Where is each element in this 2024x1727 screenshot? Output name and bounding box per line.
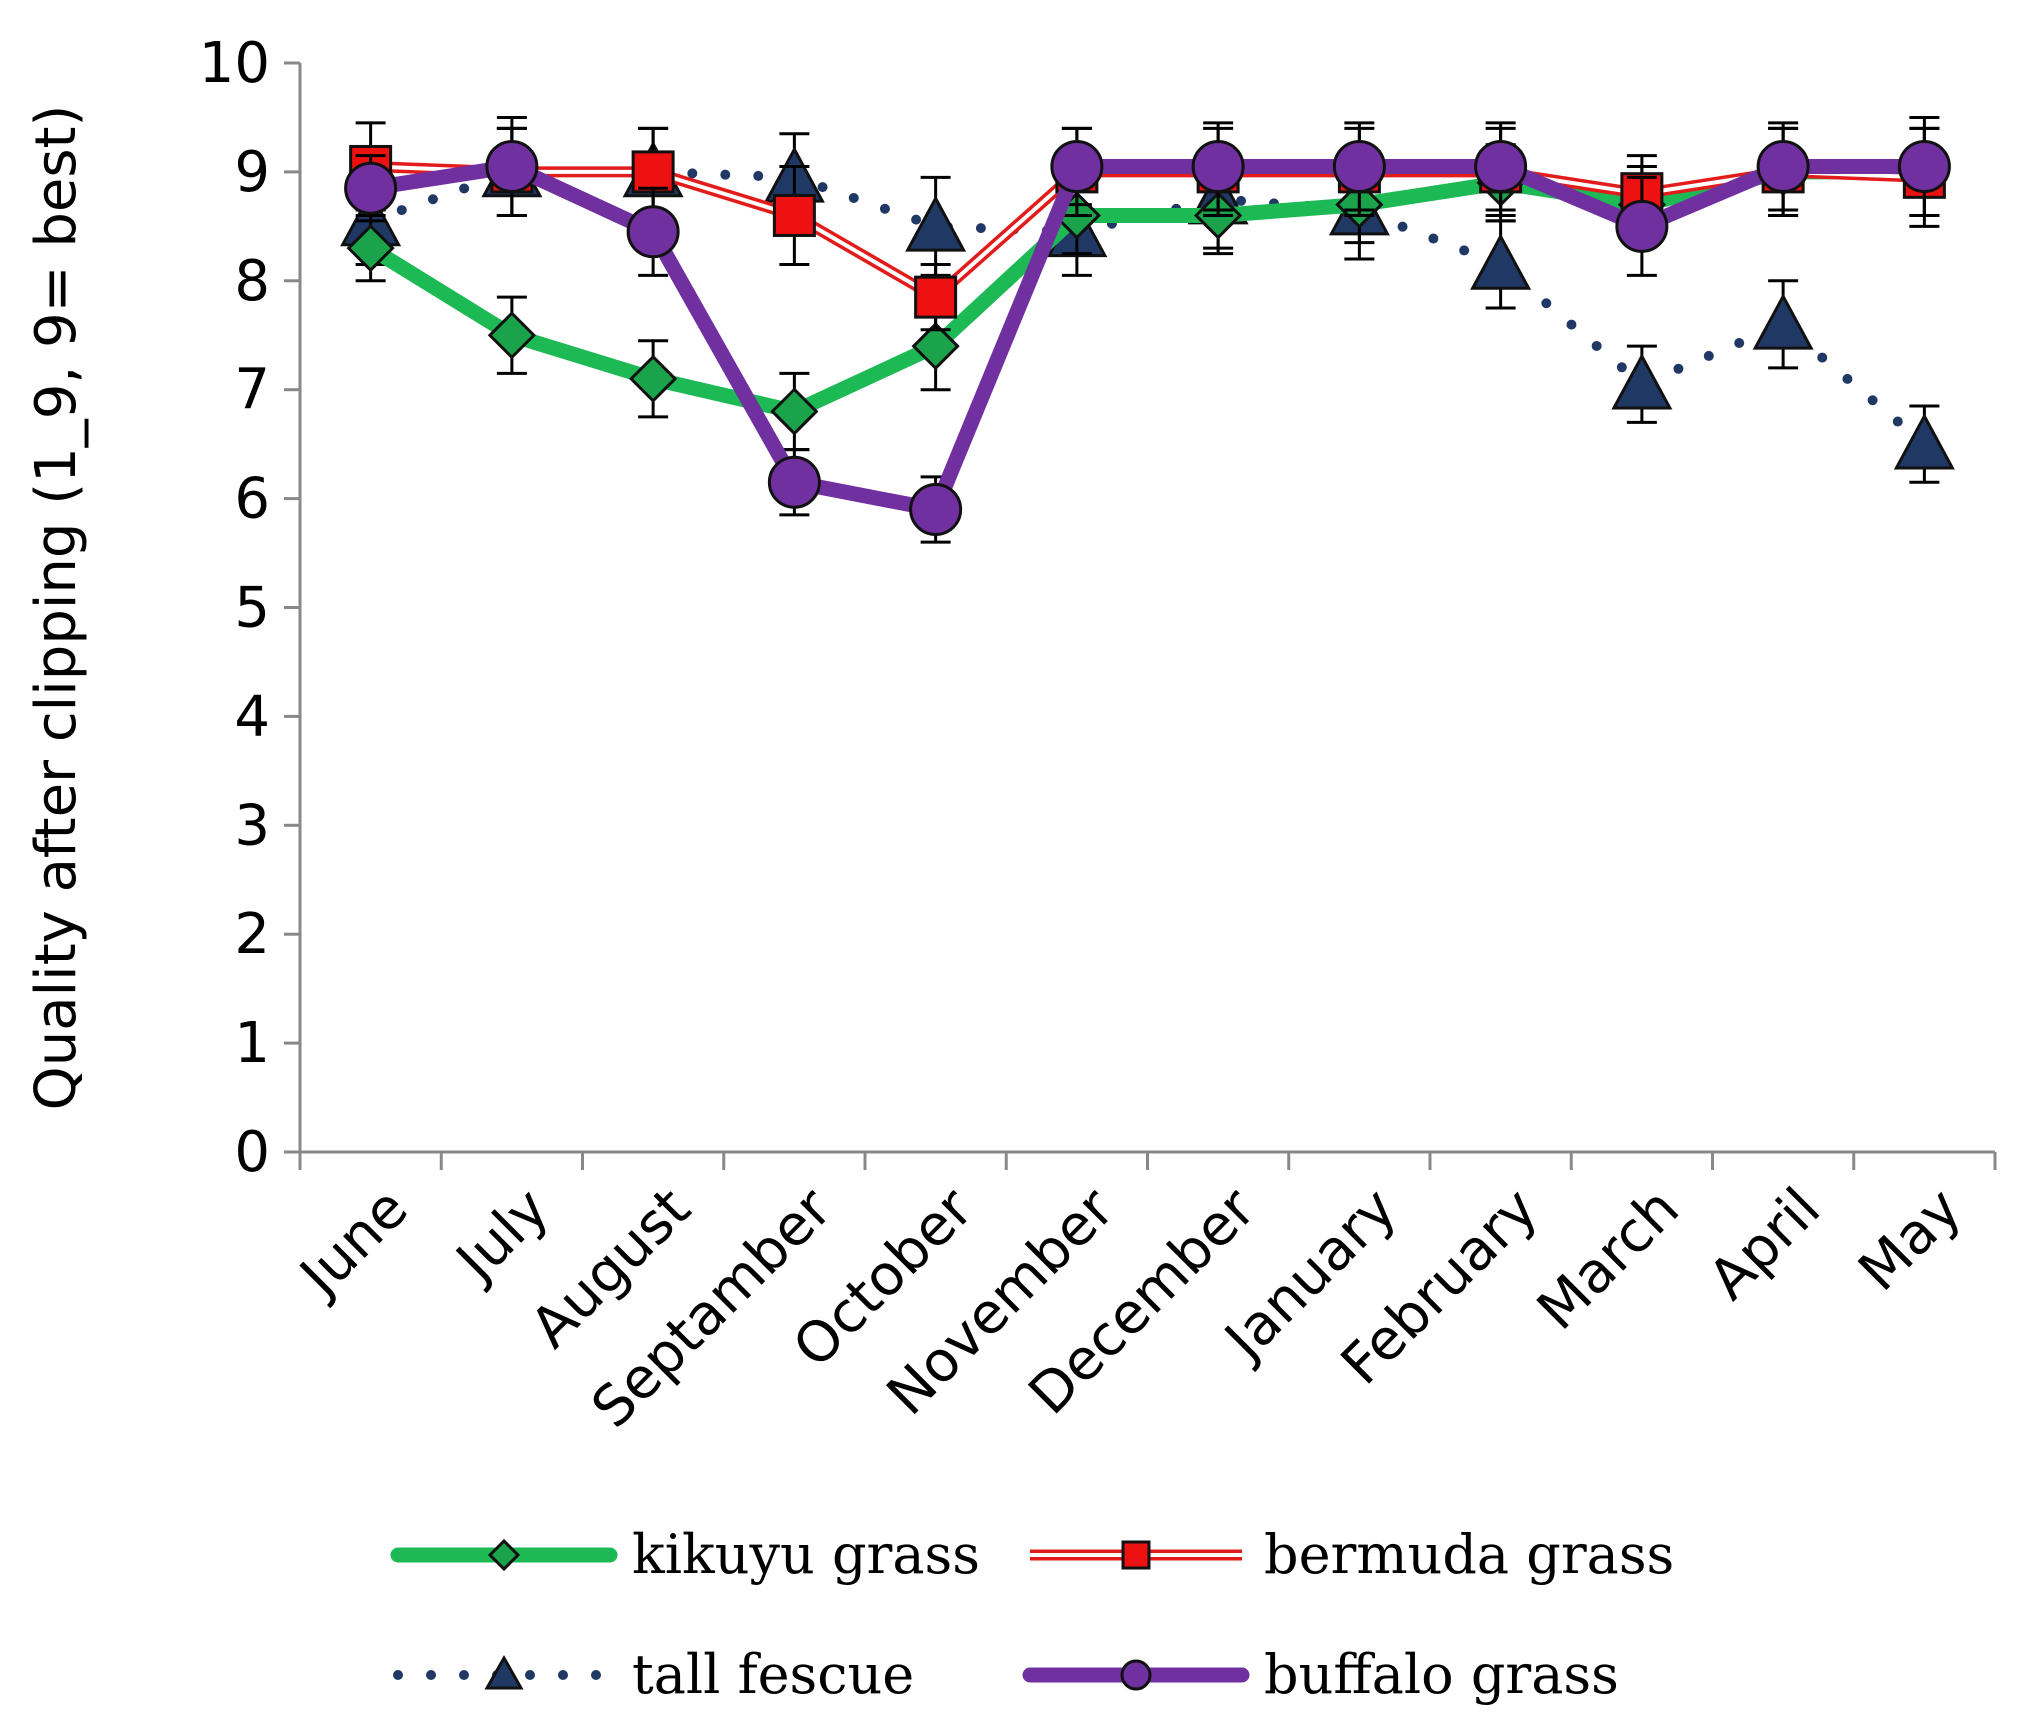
legend-item-buffalo-grass: buffalo grass — [1022, 1643, 1619, 1706]
x-tick-label: July — [442, 1176, 561, 1295]
data-point-buffalo-grass — [909, 482, 963, 536]
data-point-kikuyu-grass — [346, 224, 395, 273]
y-tick-label: 5 — [234, 576, 270, 641]
legend: kikuyu grass bermuda grass tall fescue buff… — [390, 1523, 1674, 1706]
data-point-tall-fescue — [1752, 293, 1814, 350]
data-point-buffalo-grass — [1897, 139, 1951, 193]
x-tick-label: June — [286, 1176, 420, 1310]
series-bermuda-grass — [349, 121, 1946, 332]
series-layer — [340, 115, 1955, 544]
legend-label-kikuyu-grass: kikuyu grass — [632, 1523, 980, 1586]
data-point-buffalo-grass — [1756, 139, 1810, 193]
data-point-bermuda-grass — [631, 150, 675, 194]
legend-label-bermuda-grass: bermuda grass — [1264, 1523, 1674, 1586]
data-point-buffalo-grass — [1615, 199, 1669, 253]
data-point-tall-fescue — [1893, 412, 1955, 470]
data-point-bermuda-grass — [914, 275, 958, 319]
legend-label-tall-fescue: tall fescue — [632, 1643, 914, 1706]
data-point-buffalo-grass — [1332, 139, 1386, 193]
legend-marker-bermuda-grass — [1121, 1540, 1151, 1570]
data-point-buffalo-grass — [767, 455, 821, 509]
data-point-bermuda-grass — [772, 193, 816, 237]
legend-label-buffalo-grass: buffalo grass — [1264, 1643, 1619, 1706]
data-point-buffalo-grass — [485, 139, 539, 193]
data-point-buffalo-grass — [626, 205, 680, 259]
y-axis-title: Quality after clipping (1_9, 9= best) — [24, 105, 89, 1111]
data-point-buffalo-grass — [344, 161, 398, 215]
y-tick-label: 0 — [234, 1120, 270, 1185]
y-tick-label: 8 — [234, 249, 270, 314]
series-line-kikuyu-grass — [363, 164, 1932, 419]
data-point-buffalo-grass — [1191, 139, 1245, 193]
data-point-kikuyu-grass — [770, 387, 819, 436]
series-buffalo-grass — [344, 115, 1951, 544]
legend-item-bermuda-grass: bermuda grass — [1030, 1523, 1674, 1586]
legend-item-kikuyu-grass: kikuyu grass — [390, 1523, 980, 1586]
legend-item-tall-fescue: tall fescue — [393, 1643, 914, 1706]
y-tick-label: 4 — [234, 684, 270, 749]
data-point-buffalo-grass — [1050, 139, 1104, 193]
legend-marker-tall-fescue — [484, 1654, 524, 1690]
data-point-kikuyu-grass — [487, 311, 536, 360]
y-tick-label: 1 — [234, 1011, 270, 1076]
data-point-tall-fescue — [1611, 353, 1673, 410]
y-tick-label: 9 — [234, 140, 270, 205]
x-tick-label: May — [1846, 1176, 1974, 1304]
y-tick-label: 3 — [234, 793, 270, 858]
data-point-kikuyu-grass — [911, 322, 960, 371]
series-line-bermuda-grass-inner — [370, 164, 1925, 300]
y-tick-label: 6 — [234, 467, 270, 532]
legend-marker-buffalo-grass — [1120, 1659, 1152, 1691]
y-tick-label: 2 — [234, 902, 270, 967]
data-point-kikuyu-grass — [629, 354, 678, 403]
data-point-buffalo-grass — [1474, 139, 1528, 193]
y-tick-label: 7 — [234, 358, 270, 423]
x-tick-label: March — [1525, 1176, 1692, 1343]
y-tick-label: 10 — [199, 31, 270, 96]
data-point-tall-fescue — [1470, 233, 1532, 290]
data-point-tall-fescue — [905, 195, 967, 252]
x-tick-label: April — [1697, 1176, 1833, 1312]
legend-marker-kikuyu-grass — [487, 1538, 521, 1572]
